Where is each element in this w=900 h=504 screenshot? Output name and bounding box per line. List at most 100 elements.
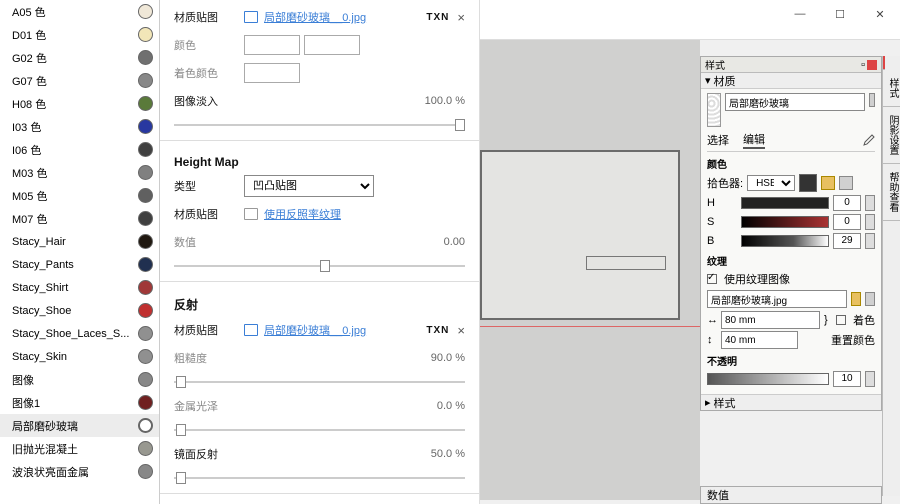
material-row[interactable]: H08 色	[0, 92, 159, 115]
color-preview[interactable]	[799, 174, 817, 192]
material-name: Stacy_Pants	[12, 259, 134, 271]
material-name: Stacy_Shoe_Laces_S...	[12, 328, 134, 340]
title-bar: — ☐ ✕	[480, 0, 900, 40]
hm-type-label: 类型	[174, 178, 244, 194]
tray-close-icon[interactable]	[883, 56, 885, 70]
bottom-tray[interactable]: 数值	[700, 486, 882, 504]
material-swatch	[138, 4, 153, 19]
picker-label: 拾色器:	[707, 175, 743, 191]
material-row[interactable]: A05 色	[0, 0, 159, 23]
maximize-button[interactable]: ☐	[820, 0, 860, 28]
b-slider[interactable]	[741, 235, 829, 247]
create-material-icon[interactable]	[869, 93, 875, 107]
material-name: Stacy_Shoe	[12, 305, 134, 317]
material-swatch	[138, 50, 153, 65]
material-row[interactable]: Stacy_Shoe	[0, 299, 159, 322]
reflection-title: 反射	[174, 296, 465, 313]
texture-file-input[interactable]	[707, 290, 847, 308]
right-tray-tabs: 样式 阴影设置 帮助查看	[882, 56, 900, 496]
material-row[interactable]: M03 色	[0, 161, 159, 184]
viewport-canvas[interactable]	[480, 40, 700, 500]
material-row[interactable]: I06 色	[0, 138, 159, 161]
tab-select[interactable]: 选择	[707, 132, 729, 148]
opacity-spinner[interactable]	[865, 371, 875, 387]
h-slider[interactable]	[741, 197, 829, 209]
panel-close-icon[interactable]	[867, 60, 877, 70]
material-row[interactable]: Stacy_Shoe_Laces_S...	[0, 322, 159, 345]
material-row[interactable]: 波浪状亮面金属	[0, 460, 159, 483]
material-name: G07 色	[12, 73, 134, 89]
material-row[interactable]: G07 色	[0, 69, 159, 92]
tray-tab-help[interactable]: 帮助查看	[883, 164, 900, 221]
tint-swatch[interactable]	[244, 63, 300, 83]
refl-file-link[interactable]: 局部磨砂玻璃__0.jpg	[264, 322, 366, 338]
window-close-button[interactable]: ✕	[860, 0, 900, 28]
metal-slider[interactable]	[174, 423, 465, 437]
folder-icon	[244, 324, 258, 336]
h-value[interactable]: 0	[833, 195, 861, 211]
palette-icon[interactable]	[839, 176, 853, 190]
pencil-icon[interactable]	[863, 134, 875, 146]
material-name: M05 色	[12, 188, 134, 204]
material-name-input[interactable]	[725, 93, 865, 111]
color-label: 颜色	[174, 37, 244, 53]
material-swatch	[138, 119, 153, 134]
b-spinner[interactable]	[865, 233, 875, 249]
s-spinner[interactable]	[865, 214, 875, 230]
eyedropper-icon[interactable]	[821, 176, 835, 190]
edit-tex-icon[interactable]	[865, 292, 875, 306]
material-preview[interactable]	[707, 93, 721, 127]
s-value[interactable]: 0	[833, 214, 861, 230]
hm-albedo-link[interactable]: 使用反照率纹理	[264, 206, 341, 222]
opacity-slider[interactable]	[707, 373, 829, 385]
fade-slider[interactable]	[174, 118, 465, 132]
color-swatch-2[interactable]	[304, 35, 360, 55]
rough-slider[interactable]	[174, 375, 465, 389]
material-swatch	[138, 326, 153, 341]
material-row[interactable]: I03 色	[0, 115, 159, 138]
close-icon[interactable]: ×	[457, 323, 465, 338]
spec-slider[interactable]	[174, 471, 465, 485]
material-row[interactable]: 图像1	[0, 391, 159, 414]
material-swatch	[138, 441, 153, 456]
material-row[interactable]: 局部磨砂玻璃	[0, 414, 159, 437]
height-input[interactable]	[721, 331, 798, 349]
material-swatch	[138, 280, 153, 295]
material-row[interactable]: M07 色	[0, 207, 159, 230]
panel-min-icon[interactable]: ▫	[861, 59, 865, 71]
s-slider[interactable]	[741, 216, 829, 228]
picker-mode-select[interactable]: HSB	[747, 175, 795, 191]
panel-footer[interactable]: 样式	[714, 395, 736, 411]
material-swatch	[138, 188, 153, 203]
tab-edit[interactable]: 编辑	[743, 131, 765, 149]
color-swatch[interactable]	[244, 35, 300, 55]
close-icon[interactable]: ×	[457, 10, 465, 25]
material-row[interactable]: Stacy_Shirt	[0, 276, 159, 299]
use-texture-checkbox[interactable]	[707, 274, 717, 284]
color-section: 颜色	[707, 156, 875, 171]
minimize-button[interactable]: —	[780, 0, 820, 28]
b-value[interactable]: 29	[833, 233, 861, 249]
fade-label: 图像淡入	[174, 93, 244, 109]
browse-icon[interactable]	[851, 292, 861, 306]
texture-file-link[interactable]: 局部磨砂玻璃__0.jpg	[264, 9, 366, 25]
material-row[interactable]: Stacy_Skin	[0, 345, 159, 368]
material-name: H08 色	[12, 96, 134, 112]
material-row[interactable]: Stacy_Pants	[0, 253, 159, 276]
tray-tab-style[interactable]: 样式	[883, 70, 900, 107]
tray-tab-shadow[interactable]: 阴影设置	[883, 107, 900, 164]
amount-slider[interactable]	[174, 259, 465, 273]
material-row[interactable]: Stacy_Hair	[0, 230, 159, 253]
scene-object[interactable]	[480, 150, 680, 320]
material-row[interactable]: D01 色	[0, 23, 159, 46]
colorize-checkbox[interactable]	[836, 315, 846, 325]
material-row[interactable]: M05 色	[0, 184, 159, 207]
hm-type-select[interactable]: 凹凸贴图	[244, 175, 374, 197]
material-row[interactable]: 旧抛光混凝土	[0, 437, 159, 460]
opacity-value[interactable]: 10	[833, 371, 861, 387]
material-row[interactable]: 图像	[0, 368, 159, 391]
material-row[interactable]: G02 色	[0, 46, 159, 69]
width-input[interactable]	[721, 311, 820, 329]
material-name: G02 色	[12, 50, 134, 66]
h-spinner[interactable]	[865, 195, 875, 211]
